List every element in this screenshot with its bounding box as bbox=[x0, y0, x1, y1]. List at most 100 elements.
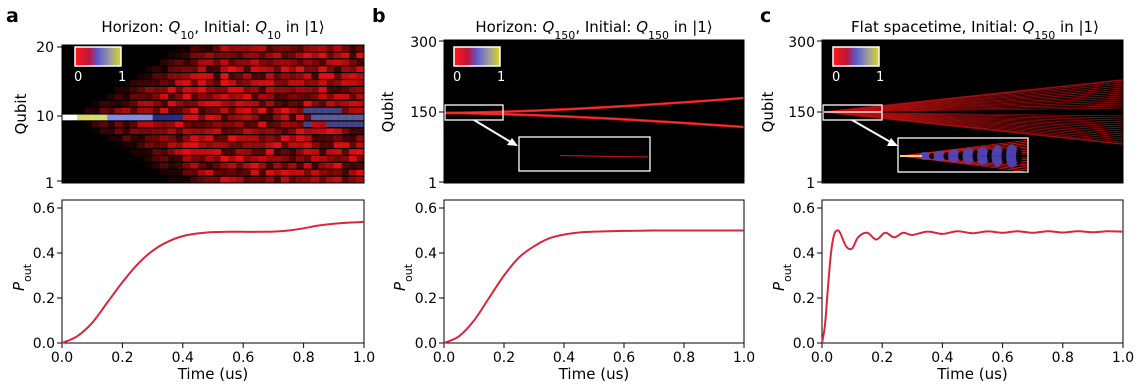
heatmap-a-cell bbox=[273, 73, 282, 79]
heatmap-a-cell bbox=[167, 80, 176, 86]
heatmap-a-cell bbox=[348, 176, 357, 183]
heatmap-a-cell bbox=[280, 142, 289, 148]
line-plot-a-ytick-label: 0.4 bbox=[33, 246, 55, 262]
heatmap-a-cell bbox=[213, 45, 221, 52]
heatmap-a-cell bbox=[137, 80, 146, 86]
heatmap-a-cell bbox=[356, 45, 364, 52]
heatmap-a-cell bbox=[213, 87, 221, 93]
heatmap-a-cell bbox=[311, 59, 320, 66]
heatmap-a-cell bbox=[258, 121, 267, 128]
heatmap-a-cell bbox=[220, 162, 229, 169]
heatmap-a-cell bbox=[190, 176, 199, 183]
heatmap-a-cell bbox=[318, 59, 327, 66]
heatmap-a-cell bbox=[288, 107, 297, 114]
line-plot-a-xlabel: Time (us) bbox=[177, 365, 249, 383]
heatmap-a-cell bbox=[333, 73, 342, 79]
heatmap-a-cell bbox=[348, 156, 357, 162]
heatmap-a-cell bbox=[273, 176, 282, 183]
heatmap-a-cell bbox=[197, 128, 206, 135]
heatmap-a-cell bbox=[296, 100, 304, 107]
heatmap-a-cell bbox=[265, 59, 274, 66]
line-plot-b-xtick-label: 0.6 bbox=[613, 350, 635, 366]
heatmap-a-cell bbox=[273, 142, 282, 148]
heatmap-b-zoom-arrow bbox=[473, 119, 515, 145]
heatmap-a-cell bbox=[296, 45, 304, 52]
heatmap-a-cell bbox=[243, 59, 252, 66]
heatmap-a-cell bbox=[296, 149, 304, 155]
heatmap-a-cell bbox=[129, 121, 138, 128]
heatmap-a-cell bbox=[356, 66, 364, 72]
heatmap-a-cell bbox=[182, 156, 191, 162]
heatmap-a-cells bbox=[62, 45, 364, 183]
heatmap-a-cell bbox=[84, 121, 93, 128]
heatmap-a-cell bbox=[145, 66, 153, 72]
heatmap-a-cell bbox=[145, 156, 153, 162]
heatmap-a-cell bbox=[122, 100, 131, 107]
heatmap-a-cell bbox=[205, 66, 214, 72]
heatmap-a-cell bbox=[273, 66, 282, 72]
heatmap-a-cell bbox=[296, 121, 304, 128]
heatmap-b: Horizon: Q150, Initial: Q150 in |1⟩ Qubi… bbox=[379, 18, 745, 192]
heatmap-a-cell bbox=[243, 45, 252, 52]
heatmap-a-cell bbox=[273, 135, 282, 141]
heatmap-a-cell bbox=[318, 93, 327, 100]
heatmap-a-cell bbox=[145, 100, 153, 107]
heatmap-a-cell bbox=[258, 73, 267, 79]
heatmap-a-cell bbox=[303, 121, 312, 128]
heatmap-a-cell bbox=[288, 93, 297, 100]
heatmap-a-cell bbox=[175, 162, 184, 169]
line-plot-b-xtick-label: 0.0 bbox=[433, 350, 455, 366]
heatmap-a-cell bbox=[348, 128, 357, 135]
heatmap-a-cell bbox=[167, 66, 176, 72]
heatmap-a-cell bbox=[205, 121, 214, 128]
heatmap-a-cell bbox=[333, 52, 342, 59]
heatmap-a-cell bbox=[265, 156, 274, 162]
heatmap-a-cell bbox=[167, 169, 176, 176]
heatmap-a-cell bbox=[326, 128, 335, 135]
heatmap-a-cell bbox=[122, 128, 131, 135]
heatmap-a-cell bbox=[190, 156, 199, 162]
heatmap-a-cell bbox=[341, 142, 350, 148]
heatmap-a-cell bbox=[288, 73, 297, 79]
heatmap-c-ytick-1: 1 bbox=[806, 176, 815, 192]
heatmap-a-cell bbox=[280, 162, 289, 169]
heatmap-a-cell bbox=[326, 59, 335, 66]
heatmap-a-cell bbox=[197, 149, 206, 155]
heatmap-a-cell bbox=[92, 107, 101, 114]
heatmap-a-cell bbox=[341, 45, 350, 52]
heatmap-a-cell bbox=[92, 121, 101, 128]
heatmap-a-cell bbox=[160, 87, 169, 93]
heatmap-a-cell bbox=[182, 66, 191, 72]
heatmap-a-cell bbox=[197, 114, 206, 121]
heatmap-a-cell bbox=[197, 162, 206, 169]
heatmap-a-cell bbox=[107, 93, 116, 100]
heatmap-a-cell bbox=[175, 93, 184, 100]
panel-label-c: c bbox=[760, 5, 771, 27]
heatmap-a-cell bbox=[280, 135, 289, 141]
heatmap-a-cell bbox=[228, 128, 237, 135]
colorbar-b-tick-0: 0 bbox=[453, 70, 461, 85]
heatmap-a-cell bbox=[243, 169, 252, 176]
heatmap-b-zoom-arrowhead bbox=[507, 138, 518, 146]
heatmap-a-cell bbox=[152, 156, 161, 162]
heatmap-a-cell bbox=[182, 142, 191, 148]
heatmap-a-cell bbox=[235, 149, 244, 155]
heatmap-a-cell bbox=[152, 73, 161, 79]
heatmap-a-cell bbox=[152, 93, 161, 100]
heatmap-a-cell bbox=[311, 87, 320, 93]
heatmap-a-cell bbox=[326, 73, 335, 79]
heatmap-a-cell bbox=[341, 87, 350, 93]
heatmap-a-cell bbox=[326, 162, 335, 169]
heatmap-a-cell bbox=[326, 66, 335, 72]
heatmap-a-cell bbox=[250, 107, 259, 114]
heatmap-a-cell bbox=[341, 52, 350, 59]
heatmap-a-cell bbox=[333, 107, 342, 114]
heatmap-a-cell bbox=[175, 176, 184, 183]
heatmap-a-cell bbox=[318, 73, 327, 79]
heatmap-a-cell bbox=[205, 149, 214, 155]
heatmap-a-cell bbox=[190, 66, 199, 72]
heatmap-a-cell bbox=[318, 107, 327, 114]
heatmap-a-cell bbox=[160, 149, 169, 155]
heatmap-a-cell bbox=[160, 142, 169, 148]
